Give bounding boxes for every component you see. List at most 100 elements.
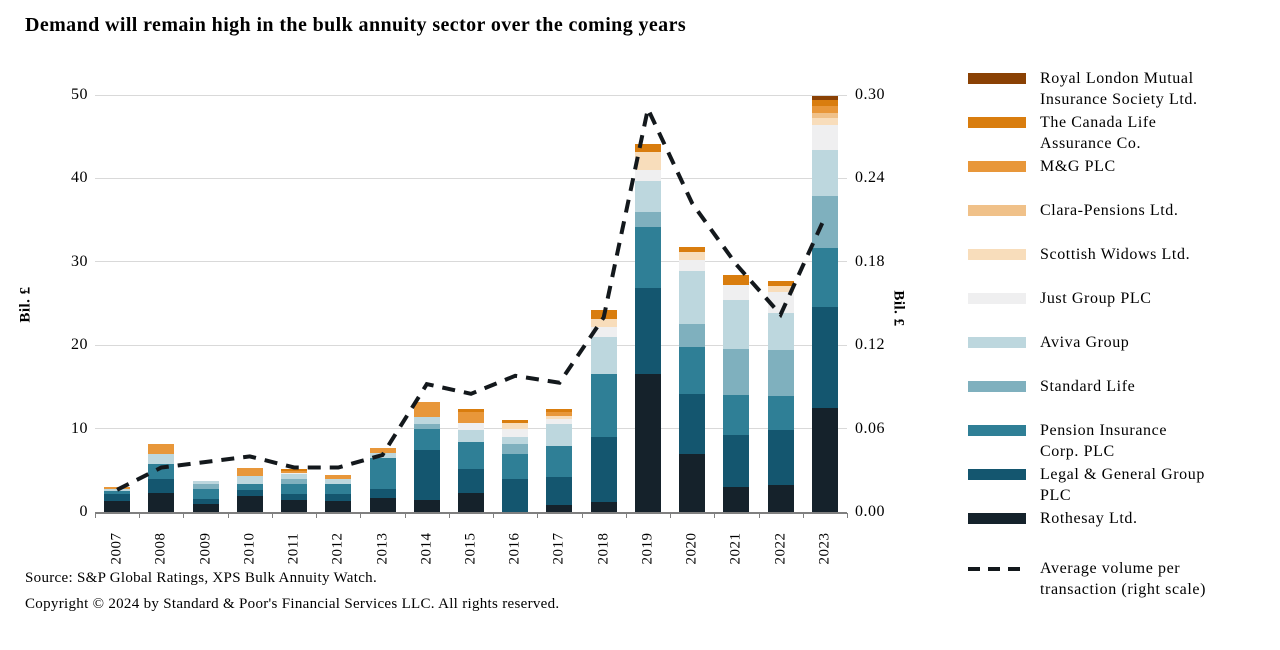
legend-item: The Canada Life Assurance Co. <box>968 112 1273 156</box>
bar-segment-2016 <box>502 420 529 423</box>
copyright-line: Copyright © 2024 by Standard & Poor's Fi… <box>25 596 560 612</box>
legend-label: Aviva Group <box>1040 334 1130 351</box>
x-axis-label-2018: 2018 <box>595 532 612 565</box>
legend-dashed-line-swatch <box>968 567 1026 571</box>
bar-segment-2013 <box>369 447 396 453</box>
bar-segment-2023 <box>811 117 838 126</box>
source-line: Source: S&P Global Ratings, XPS Bulk Ann… <box>25 570 378 586</box>
bar-segment-2021 <box>723 348 750 396</box>
x-axis-label-2012: 2012 <box>329 532 346 565</box>
x-axis-tick <box>183 513 185 518</box>
legend-label: Scottish Widows Ltd. <box>1040 246 1191 263</box>
bar-segment-2016 <box>502 453 529 480</box>
x-axis-label-2021: 2021 <box>727 532 744 565</box>
legend-label: Pension Insurance Corp. PLC <box>1040 422 1168 460</box>
bar-segment-2022 <box>767 430 794 486</box>
bar-segment-2015 <box>458 492 484 512</box>
legend-label: M&G PLC <box>1040 158 1116 175</box>
bar-segment-2016 <box>502 479 529 512</box>
bar-segment-2019 <box>634 180 661 212</box>
bar-segment-2022 <box>767 280 794 286</box>
x-axis-label-2017: 2017 <box>550 532 567 565</box>
bar-segment-2017 <box>546 416 573 420</box>
x-axis-tick <box>670 513 672 518</box>
x-axis-label-2011: 2011 <box>285 532 302 565</box>
legend-swatch <box>968 205 1026 216</box>
x-axis-tick <box>714 513 716 518</box>
legend-item: Scottish Widows Ltd. <box>968 244 1273 288</box>
x-axis-tick <box>360 513 362 518</box>
bar-segment-2019 <box>634 287 661 374</box>
legend-item: Clara-Pensions Ltd. <box>968 200 1273 244</box>
bar-segment-2015 <box>458 430 484 442</box>
bar-segment-2010 <box>236 476 263 484</box>
bar-segment-2009 <box>192 481 219 484</box>
bar-segment-2007 <box>104 501 131 512</box>
bar-segment-2014 <box>413 423 440 430</box>
x-axis-line <box>95 512 847 514</box>
bar-segment-2023 <box>811 105 838 113</box>
bar-segment-2017 <box>546 446 573 477</box>
average-volume-line <box>116 102 827 492</box>
bar-segment-2009 <box>192 483 219 490</box>
left-axis-tick-label: 50 <box>71 86 88 103</box>
bar-segment-2020 <box>679 260 706 271</box>
bar-segment-2018 <box>590 336 617 374</box>
legend-swatch <box>968 73 1026 84</box>
bar-segment-2012 <box>325 493 352 502</box>
bar-segment-2023 <box>811 150 838 196</box>
legend-item: Just Group PLC <box>968 288 1273 332</box>
legend-label: The Canada Life Assurance Co. <box>1040 114 1157 152</box>
bar-segment-2014 <box>413 429 440 451</box>
bar-segment-2023 <box>811 306 838 408</box>
x-axis-tick <box>448 513 450 518</box>
bar-segment-2018 <box>590 436 617 502</box>
bar-segment-2015 <box>458 411 484 423</box>
bar-segment-2018 <box>590 373 617 437</box>
bar-segment-2010 <box>236 467 263 477</box>
legend-label: Just Group PLC <box>1040 290 1152 307</box>
x-axis-tick <box>758 513 760 518</box>
gridline <box>95 344 847 346</box>
bar-segment-2019 <box>634 151 661 171</box>
bar-segment-2014 <box>413 401 440 417</box>
bar-segment-2017 <box>546 505 573 512</box>
bar-segment-2019 <box>634 211 661 227</box>
bar-segment-2018 <box>590 501 617 512</box>
plot-area <box>95 94 848 518</box>
x-axis-tick <box>847 513 848 518</box>
legend-label: Rothesay Ltd. <box>1040 510 1138 527</box>
bar-segment-2022 <box>767 485 794 512</box>
bar-segment-2023 <box>811 195 838 249</box>
bar-segment-2021 <box>723 300 750 349</box>
x-axis-label-2019: 2019 <box>639 532 656 565</box>
bar-segment-2012 <box>325 484 352 494</box>
x-axis-label-2010: 2010 <box>241 532 258 565</box>
bar-segment-2021 <box>723 395 750 436</box>
bar-segment-2017 <box>546 424 573 447</box>
bar-segment-2011 <box>281 472 308 475</box>
legend-swatch <box>968 469 1026 480</box>
bar-segment-2010 <box>236 483 263 491</box>
bar-segment-2022 <box>767 285 794 292</box>
bar-segment-2013 <box>369 489 396 498</box>
bar-segment-2021 <box>723 285 750 301</box>
bar-segment-2018 <box>590 326 617 337</box>
bar-segment-2019 <box>634 170 661 181</box>
bar-segment-2017 <box>546 476 573 506</box>
bar-segment-2009 <box>192 498 219 504</box>
bar-segment-2017 <box>546 409 573 412</box>
bar-segment-2021 <box>723 275 750 286</box>
bar-segment-2010 <box>236 490 263 497</box>
bar-segment-2011 <box>281 468 308 472</box>
bar-segment-2023 <box>811 100 838 106</box>
bar-segment-2007 <box>104 491 131 495</box>
bar-segment-2014 <box>413 416 440 424</box>
bar-segment-2015 <box>458 468 484 493</box>
legend-swatch <box>968 293 1026 304</box>
bar-segment-2008 <box>148 478 175 493</box>
bar-segment-2017 <box>546 411 573 417</box>
right-axis-tick-label: 0.00 <box>855 503 885 520</box>
bar-segment-2015 <box>458 409 484 412</box>
bar-segment-2013 <box>369 497 396 512</box>
